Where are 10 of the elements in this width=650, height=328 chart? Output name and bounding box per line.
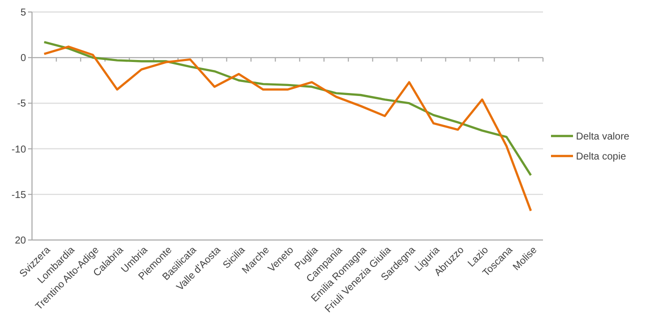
y-tick-label: -15 [12,190,26,201]
legend-label: Delta valore [576,132,630,142]
y-tick-label: 20 [14,236,26,246]
y-tick-label: 0 [20,53,26,64]
y-tick-label: 5 [20,8,26,18]
line-series [43,40,532,176]
y-tick-label: -5 [17,98,26,110]
legend-label: Delta copie [576,152,626,162]
line-series [43,46,532,212]
y-tick-label: -10 [12,144,26,156]
